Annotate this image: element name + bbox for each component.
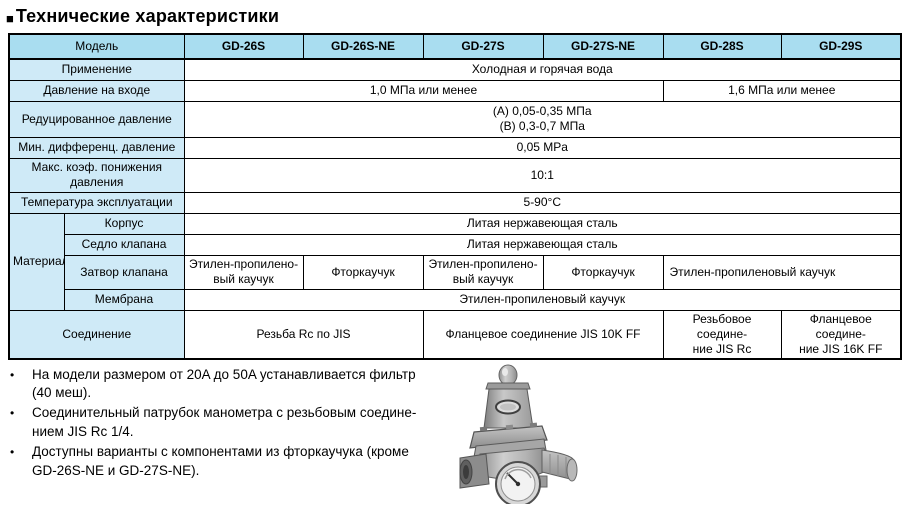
material-disc-gd26s-ne: Фторкаучук (302, 254, 424, 290)
row-material-diaphragm: Мембрана Этилен-пропиленовый каучук (9, 288, 902, 311)
material-body-value: Литая нержавеющая сталь (183, 212, 902, 235)
row-min-differential: Мин. дифференц. давление 0,05 MPa (8, 136, 902, 159)
bullet-icon: • (10, 445, 15, 460)
material-diaphragm-value: Этилен-пропиленовый каучук (183, 288, 902, 311)
application-value: Холодная и горячая вода (183, 58, 902, 81)
row-connection: Соединение Резьба Rc по JIS Фланцевое со… (8, 309, 902, 359)
model-gd-26s: GD-26S (183, 33, 304, 60)
pressure-reducing-valve-photo (458, 364, 658, 509)
row-reduced-pressure: Редуцированное давление (A) 0,05-0,35 МП… (8, 100, 902, 138)
max-reduction-label: Макс. коэф. понижения давления (8, 157, 185, 193)
row-material-disc: Затвор клапана Этилен-пропилено- вый кау… (9, 254, 902, 290)
connection-threaded-rc: Резьбовое соедине- ние JIS Rc (662, 309, 782, 359)
min-differential-label: Мин. дифференц. давление (8, 136, 185, 159)
max-reduction-value: 10:1 (183, 157, 902, 193)
note-text: На модели размером от 20A до 50A устанав… (32, 366, 416, 401)
connection-rc-jis: Резьба Rc по JIS (183, 309, 424, 359)
model-gd-27s: GD-27S (422, 33, 544, 60)
inlet-pressure-low: 1,0 МПа или менее (183, 79, 664, 102)
model-gd-26s-ne: GD-26S-NE (302, 33, 424, 60)
material-seat-label: Седло клапана (63, 233, 185, 256)
temperature-value: 5-90°C (183, 191, 902, 214)
note-item-gauge-port: • Соединительный патрубок манометра с ре… (10, 404, 458, 442)
table-header-row: Модель GD-26S GD-26S-NE GD-27S GD-27S-NE… (8, 33, 902, 60)
reduced-pressure-value: (A) 0,05-0,35 МПа (B) 0,3-0,7 МПа (183, 100, 902, 138)
row-application: Применение Холодная и горячая вода (8, 58, 902, 81)
row-material-body: Материал Корпус Литая нержавеющая сталь (8, 212, 902, 311)
model-header-cell: Модель (8, 33, 185, 60)
note-item-filter: • На модели размером от 20A до 50A устан… (10, 366, 458, 404)
spec-table: Модель GD-26S GD-26S-NE GD-27S GD-27S-NE… (8, 33, 903, 360)
note-text: Соединительный патрубок манометра с резь… (32, 405, 417, 440)
material-disc-gd27s: Этилен-пропилено- вый каучук (422, 254, 544, 290)
row-material-seat: Седло клапана Литая нержавеющая сталь (9, 233, 902, 256)
page-title: Технические характеристики (15, 6, 280, 26)
material-disc-label: Затвор клапана (63, 254, 185, 290)
material-body-label: Корпус (63, 212, 185, 235)
material-disc-gd26s: Этилен-пропилено- вый каучук (183, 254, 304, 290)
material-diaphragm-label: Мембрана (63, 288, 185, 311)
material-disc-gd27s-ne: Фторкаучук (542, 254, 664, 290)
square-bullet-icon: ■ (6, 10, 14, 26)
model-gd-29s: GD-29S (780, 33, 902, 60)
model-gd-27s-ne: GD-27S-NE (542, 33, 664, 60)
bottom-section: • На модели размером от 20A до 50A устан… (0, 364, 908, 509)
note-item-fkm-variants: • Доступны варианты с компонентами из фт… (10, 443, 458, 481)
row-max-reduction: Макс. коэф. понижения давления 10:1 (8, 157, 902, 193)
temperature-label: Температура эксплуатации (8, 191, 185, 214)
material-group-label: Материал (8, 212, 65, 311)
inlet-pressure-label: Давление на входе (8, 79, 185, 102)
notes-list: • На модели размером от 20A до 50A устан… (10, 366, 458, 482)
model-gd-28s: GD-28S (662, 33, 782, 60)
connection-flange-10k: Фланцевое соединение JIS 10K FF (422, 309, 664, 359)
row-inlet-pressure: Давление на входе 1,0 МПа или менее 1,6 … (8, 79, 902, 102)
connection-flange-16k: Фланцевое соедине- ние JIS 16K FF (780, 309, 902, 359)
bullet-icon: • (10, 406, 15, 421)
min-differential-value: 0,05 MPa (183, 136, 902, 159)
material-disc-gd28s-29s: Этилен-пропиленовый каучук (662, 254, 902, 290)
row-temperature: Температура эксплуатации 5-90°C (8, 191, 902, 214)
note-text: Доступны варианты с компонентами из фтор… (32, 444, 409, 478)
inlet-pressure-high: 1,6 МПа или менее (662, 79, 902, 102)
connection-label: Соединение (8, 309, 185, 359)
bullet-icon: • (10, 367, 15, 382)
material-seat-value: Литая нержавеющая сталь (183, 233, 902, 256)
page-title-row: ■ Технические характеристики (6, 6, 908, 27)
application-label: Применение (8, 58, 185, 81)
valve-illustration (459, 364, 578, 507)
reduced-pressure-label: Редуцированное давление (8, 100, 185, 138)
